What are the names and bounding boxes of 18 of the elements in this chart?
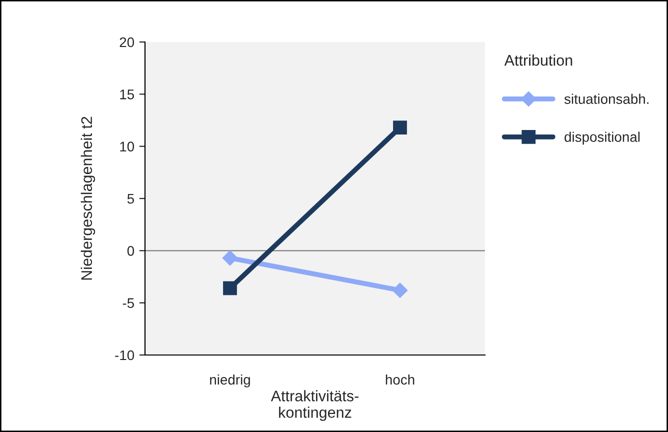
x-tick-label: niedrig <box>210 374 250 388</box>
point <box>393 120 407 134</box>
y-tick-label: 15 <box>120 90 134 100</box>
legend-label: situationsabh. <box>564 94 648 104</box>
y-tick-label: 20 <box>120 37 134 48</box>
y-tick-label: -10 <box>115 350 134 360</box>
legend-label: dispositional <box>564 132 640 145</box>
y-tick-label: 5 <box>127 194 134 204</box>
y-axis-title: Niedergeschlagenheit t2 <box>80 116 96 280</box>
y-tick-label: -5 <box>122 298 134 308</box>
x-tick-label: hoch <box>386 374 414 385</box>
x-axis-title: Attraktivitäts- kontingenz <box>270 390 358 421</box>
y-tick-label: 0 <box>127 246 134 256</box>
y-tick-label: 10 <box>120 142 134 152</box>
point <box>392 282 408 298</box>
legend-title: Attribution <box>504 54 572 66</box>
point <box>223 281 237 296</box>
point <box>222 250 238 266</box>
